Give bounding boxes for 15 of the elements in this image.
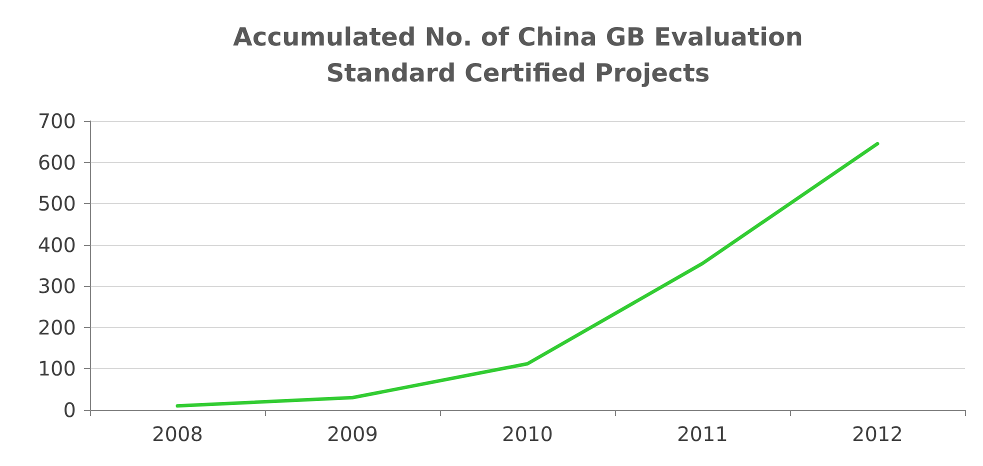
y-tick-label: 400 bbox=[38, 232, 76, 257]
y-tick-label: 700 bbox=[38, 109, 76, 133]
y-tick-label: 600 bbox=[38, 150, 76, 174]
x-tick-label: 2010 bbox=[502, 422, 553, 446]
chart-title: Accumulated No. of China GB Evaluation Standard Certified Projects bbox=[233, 22, 803, 88]
y-tick-label: 200 bbox=[38, 315, 76, 340]
line-series bbox=[176, 142, 880, 408]
y-tick-label: 100 bbox=[38, 356, 76, 381]
x-tick-label: 2009 bbox=[327, 422, 378, 446]
x-tick-label: 2008 bbox=[152, 422, 203, 446]
y-tick-label: 0 bbox=[63, 398, 76, 422]
y-tick-label: 300 bbox=[38, 274, 76, 298]
y-tick-label: 500 bbox=[38, 192, 76, 216]
x-tick-label: 2011 bbox=[677, 422, 728, 446]
x-tick-label: 2012 bbox=[852, 422, 903, 446]
